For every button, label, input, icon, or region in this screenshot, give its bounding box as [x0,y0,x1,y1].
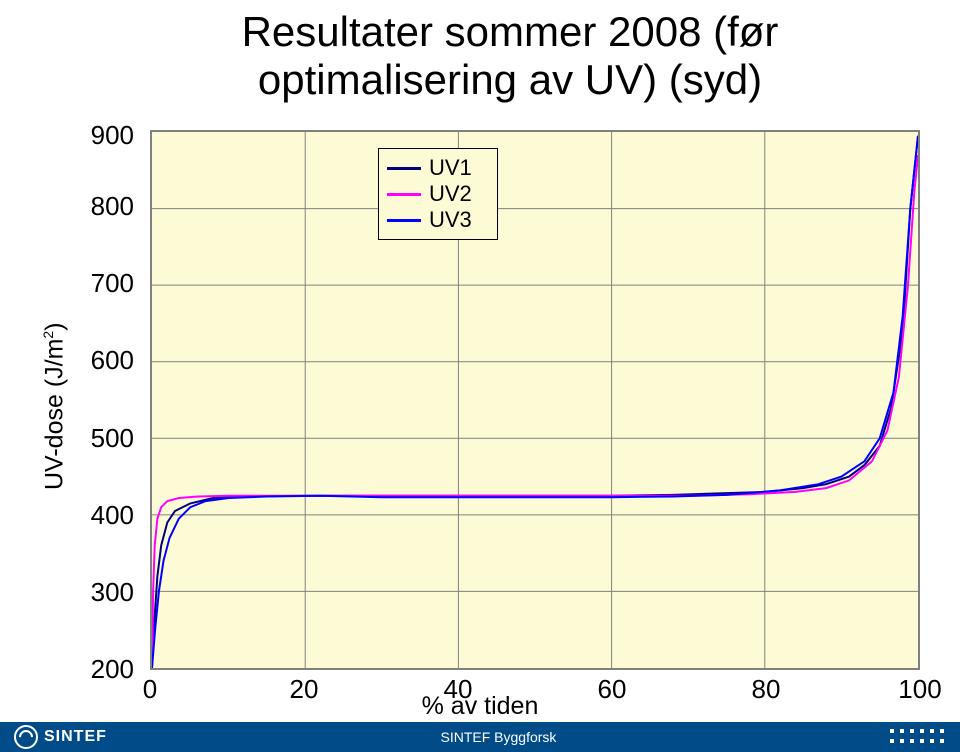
x-tick-label: 60 [582,674,642,705]
legend-swatch-uv3 [387,219,421,222]
title-line-1: Resultater sommer 2008 (før [242,8,779,55]
x-tick-label: 40 [428,674,488,705]
legend-swatch-uv1 [387,167,421,170]
x-tick-label: 100 [890,674,950,705]
y-tick-label: 400 [74,500,134,531]
legend-item-uv1: UV1 [387,155,489,181]
legend-label-uv2: UV2 [429,181,472,207]
y-tick-label: 700 [74,268,134,299]
legend-swatch-uv2 [387,193,421,196]
footer-left: SINTEF [14,725,107,749]
uv-chart [150,130,920,670]
x-tick-label: 80 [736,674,796,705]
legend-item-uv2: UV2 [387,181,489,207]
footer-brand: SINTEF [44,728,107,746]
legend: UV1 UV2 UV3 [378,148,498,240]
y-axis-label: UV-dose (J/m2) [40,322,69,490]
x-tick-label: 20 [274,674,334,705]
sintef-logo-icon [14,725,38,749]
chart-svg [152,132,918,668]
x-tick-label: 0 [120,674,180,705]
y-tick-label: 500 [74,423,134,454]
y-tick-label: 600 [74,345,134,376]
slide: Resultater sommer 2008 (før optimaliseri… [0,0,960,752]
legend-label-uv3: UV3 [429,207,472,233]
legend-item-uv3: UV3 [387,207,489,233]
page-title: Resultater sommer 2008 (før optimaliseri… [120,8,900,105]
legend-label-uv1: UV1 [429,155,472,181]
footer-dots-icon [890,729,946,745]
y-tick-label: 300 [74,577,134,608]
y-tick-label: 800 [74,191,134,222]
footer-center-text: SINTEF Byggforsk [440,729,556,745]
footer: SINTEF SINTEF Byggforsk [0,722,960,752]
title-line-2: optimalisering av UV) (syd) [258,56,762,103]
outer-y-label: 900 [74,120,134,151]
